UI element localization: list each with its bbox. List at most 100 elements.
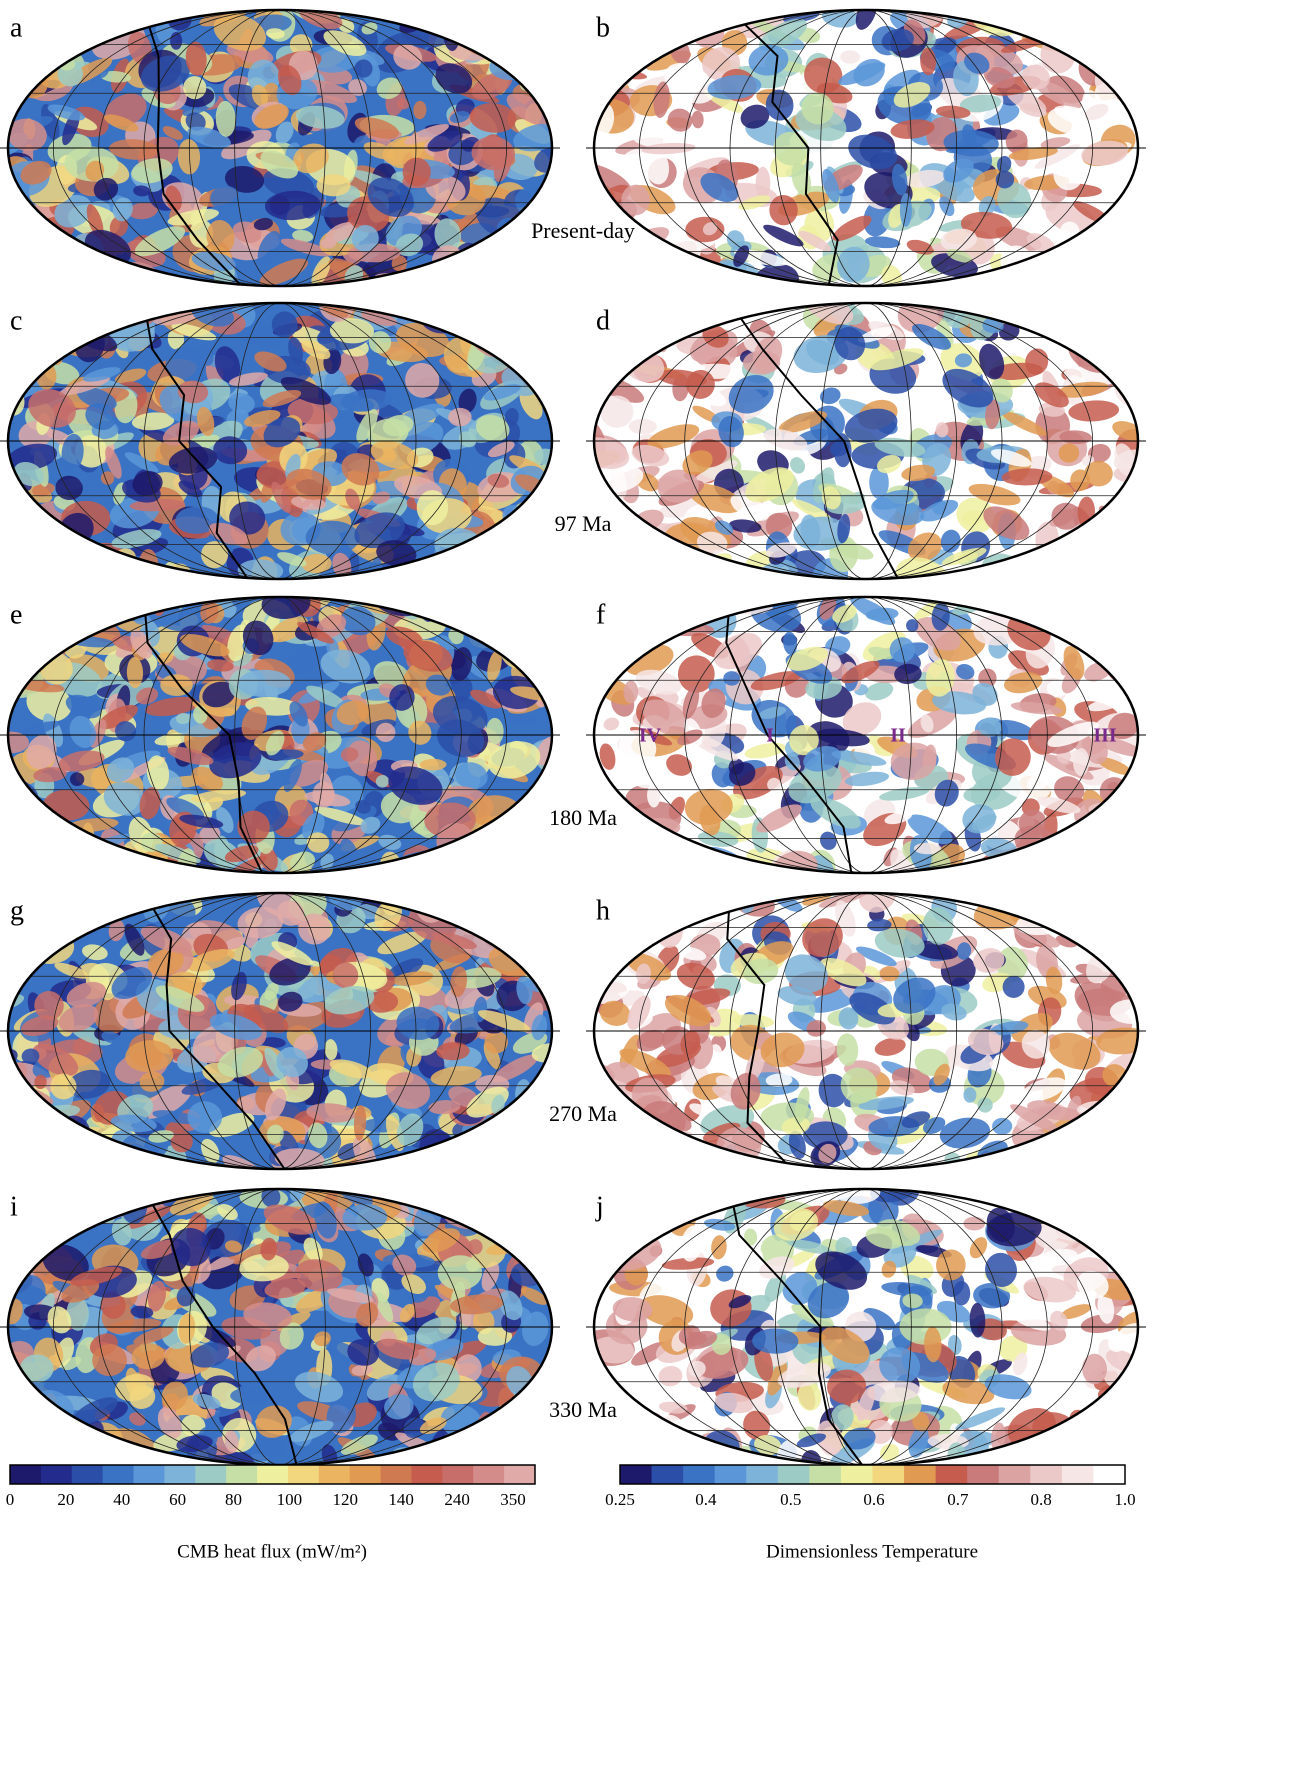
field-blob [578, 635, 617, 658]
field-blob [1101, 799, 1143, 835]
field-blob [604, 19, 648, 52]
field-blob [685, 1184, 709, 1210]
field-blob [46, 853, 103, 882]
field-blob [451, 551, 468, 587]
field-blob [461, 1136, 476, 1170]
panel-label: c [10, 305, 22, 336]
field-blob [1074, 1177, 1091, 1215]
field-blob [1054, 1151, 1100, 1186]
colorbar-tick-label: 0 [6, 1490, 15, 1509]
field-blob [1092, 624, 1147, 668]
panel-label: j [595, 1191, 604, 1222]
field-blob [62, 1181, 102, 1213]
field-blob [611, 542, 649, 580]
field-blob [640, 16, 667, 55]
field-blob [34, 246, 70, 286]
colorbar-swatch [999, 1465, 1031, 1484]
field-blob [520, 11, 535, 49]
map-field [0, 873, 575, 1191]
colorbar-swatch [10, 1465, 41, 1484]
field-blob [88, 1180, 103, 1211]
field-blob [535, 20, 562, 42]
colorbar-tick-label: 0.6 [863, 1490, 884, 1509]
field-blob [1058, 268, 1079, 289]
field-blob [635, 834, 681, 852]
colorbar-swatch [746, 1465, 778, 1484]
map-panel: fIVIIIIII [571, 577, 1156, 890]
field-blob [508, 1199, 531, 1219]
field-blob [1115, 1208, 1157, 1242]
field-blob [1106, 540, 1144, 564]
field-blob [24, 14, 84, 58]
field-blob [494, 0, 533, 23]
field-blob [1113, 651, 1155, 680]
field-blob [520, 846, 542, 884]
field-blob [1082, 1179, 1134, 1216]
colorbar-swatch [41, 1465, 72, 1484]
field-blob [44, 1126, 93, 1158]
colorbar-swatch [1093, 1465, 1125, 1484]
field-blob [509, 593, 529, 616]
field-blob [1088, 1116, 1132, 1140]
field-blob [110, 896, 125, 914]
colorbar-title: CMB heat flux (mW/m²) [177, 1541, 367, 1562]
field-blob [669, 304, 699, 333]
field-blob [52, 606, 86, 627]
field-blob [601, 42, 622, 61]
field-blob [422, 583, 451, 619]
field-blob [619, 636, 651, 650]
colorbar-tick-label: 0.8 [1031, 1490, 1052, 1509]
field-blob [608, 324, 660, 350]
map-field [0, 281, 571, 597]
field-blob [611, 938, 627, 957]
field-blob [526, 1096, 545, 1110]
field-blob [483, 6, 518, 43]
field-blob [470, 1155, 493, 1175]
colorbar-swatch [620, 1465, 652, 1484]
field-blob [1039, 1140, 1076, 1170]
field-blob [600, 845, 630, 871]
field-blob [458, 246, 505, 284]
field-blob [401, 296, 423, 320]
field-blob [1065, 595, 1094, 629]
field-blob [87, 893, 129, 920]
field-blob [17, 233, 66, 282]
time-caption: 180 Ma [549, 805, 617, 830]
field-blob [445, 590, 490, 612]
field-blob [1101, 886, 1131, 912]
field-blob [497, 1186, 521, 1212]
field-blob [668, 300, 691, 339]
field-blob [26, 1129, 71, 1169]
time-caption: 270 Ma [549, 1101, 617, 1126]
field-blob [1107, 231, 1136, 254]
colorbar-swatch [134, 1465, 165, 1484]
field-blob [1118, 1119, 1154, 1150]
field-blob [519, 1172, 547, 1209]
field-blob [479, 827, 509, 853]
field-blob [616, 16, 640, 32]
field-blob [4, 64, 23, 94]
field-blob [1069, 606, 1107, 648]
time-caption: 97 Ma [555, 511, 612, 536]
field-blob [607, 1196, 656, 1208]
colorbar-swatch [319, 1465, 350, 1484]
field-blob [612, 290, 656, 317]
field-blob [678, 849, 708, 871]
field-blob [612, 1180, 670, 1224]
colorbar-swatch [473, 1465, 504, 1484]
field-blob [595, 1220, 650, 1251]
map-field [574, 1174, 1164, 1485]
panel-label: g [10, 895, 24, 926]
field-blob [490, 905, 533, 948]
field-blob [900, 193, 912, 227]
field-blob [518, 561, 541, 577]
field-blob [66, 1140, 116, 1180]
field-blob [30, 837, 86, 863]
field-blob [617, 1415, 649, 1438]
field-blob [590, 933, 610, 954]
field-blob [1117, 524, 1136, 552]
field-blob [638, 849, 696, 885]
field-blob [447, 266, 461, 284]
field-blob [1031, 600, 1085, 629]
field-blob [623, 303, 658, 330]
